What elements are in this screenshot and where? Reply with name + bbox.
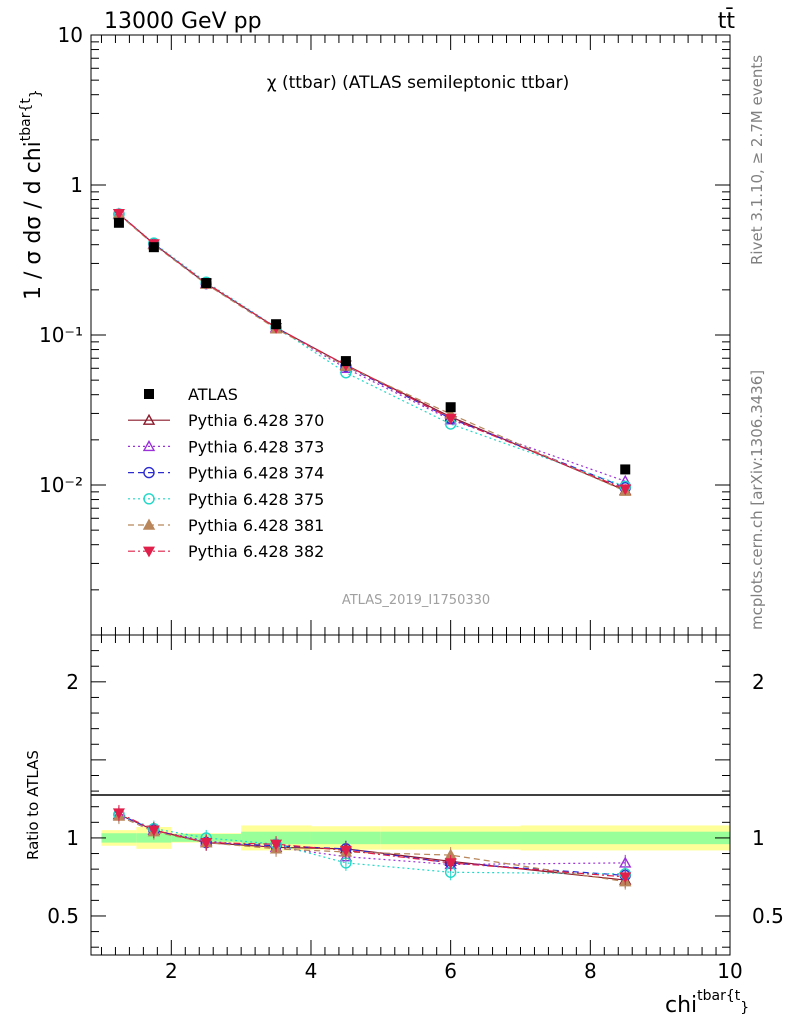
x-tick-label: 4 bbox=[305, 959, 318, 983]
data-point bbox=[445, 402, 456, 413]
ratio-y-label: Ratio to ATLAS bbox=[24, 750, 42, 860]
data-point bbox=[113, 217, 124, 228]
legend-marker bbox=[142, 546, 156, 558]
legend-label: Pythia 6.428 381 bbox=[188, 516, 324, 535]
legend-label: Pythia 6.428 373 bbox=[188, 437, 324, 456]
main-panel: χ (ttbar) (ATLAS semileptonic ttbar) ATL… bbox=[18, 23, 731, 636]
x-axis: 2 4 6 8 10 bbox=[100, 635, 743, 983]
data-point bbox=[620, 464, 631, 475]
y-tick-label: 10⁻¹ bbox=[39, 323, 83, 347]
x-tick-label: 2 bbox=[165, 959, 178, 983]
legend-label: Pythia 6.428 374 bbox=[188, 464, 324, 483]
ratio-point bbox=[200, 838, 213, 849]
legend-marker bbox=[143, 466, 155, 479]
mcplots-label: mcplots.cern.ch [arXiv:1306.3436] bbox=[748, 370, 766, 630]
series-point bbox=[619, 484, 632, 496]
process-label: tt̄ bbox=[718, 8, 736, 34]
chart-title: χ (ttbar) (ATLAS semileptonic ttbar) bbox=[267, 73, 569, 93]
main-x-ticks bbox=[100, 35, 731, 635]
legend-marker bbox=[143, 493, 155, 505]
legend-label: Pythia 6.428 382 bbox=[188, 542, 324, 561]
legend-marker bbox=[142, 518, 156, 530]
legend-label: ATLAS bbox=[188, 385, 238, 404]
series-point bbox=[112, 208, 125, 220]
stat-uncertainty-band bbox=[101, 833, 137, 843]
legend-marker bbox=[142, 413, 156, 425]
main-y-axis: 10 1 10⁻¹ 10⁻² bbox=[39, 23, 730, 636]
legend-label: Pythia 6.428 375 bbox=[188, 490, 324, 509]
y-tick-label: 10 bbox=[58, 23, 83, 47]
series-point bbox=[444, 413, 457, 425]
ratio-panel: 2 2 1 1 0.5 0.5 2 4 6 8 10 Ratio to ATLAS chitbar… bbox=[24, 634, 784, 1018]
ratio-point bbox=[147, 825, 160, 837]
rivet-label: Rivet 3.1.10, ≥ 2.7M events bbox=[748, 55, 766, 265]
y-axis-label: 1 / σ dσ / d chitbar{t} bbox=[18, 89, 46, 300]
legend-label: Pythia 6.428 370 bbox=[188, 411, 324, 430]
data-point bbox=[340, 356, 351, 367]
data-point bbox=[201, 278, 212, 289]
ratio-tick-label: 0.5 bbox=[47, 904, 79, 928]
ratio-frame bbox=[90, 634, 731, 956]
legend: ATLAS Pythia 6.428 370 Pythia 6.428 373 Pyt… bbox=[128, 385, 324, 561]
ratio-tick-label-right: 2 bbox=[752, 670, 765, 694]
stat-uncertainty-band bbox=[310, 831, 381, 845]
ratio-tick-label-right: 0.5 bbox=[752, 904, 784, 928]
stat-uncertainty-band bbox=[520, 831, 730, 845]
ratio-tick-label: 1 bbox=[66, 826, 79, 850]
stat-uncertainty-band bbox=[380, 831, 521, 845]
ratio-point bbox=[112, 808, 125, 820]
legend-marker bbox=[142, 439, 156, 452]
ratio-tick-label: 2 bbox=[66, 670, 79, 694]
x-tick-label: 8 bbox=[584, 959, 597, 983]
ratio-tick-label-right: 1 bbox=[752, 826, 765, 850]
x-tick-label: 10 bbox=[717, 959, 742, 983]
ratio-point bbox=[444, 858, 457, 870]
data-point bbox=[148, 242, 159, 253]
y-tick-label: 1 bbox=[70, 173, 83, 197]
legend-marker bbox=[144, 389, 154, 399]
main-frame bbox=[90, 34, 731, 636]
energy-label: 13000 GeV pp bbox=[104, 9, 262, 34]
y-tick-label: 10⁻² bbox=[39, 473, 83, 497]
ratio-point bbox=[619, 872, 632, 884]
x-tick-label: 6 bbox=[444, 959, 457, 983]
x-axis-label: chitbar{t} bbox=[665, 988, 749, 1018]
analysis-label: ATLAS_2019_I1750330 bbox=[342, 593, 490, 608]
data-point bbox=[271, 319, 282, 330]
ratio-y-axis: 2 2 1 1 0.5 0.5 bbox=[47, 634, 784, 948]
ratio-point bbox=[270, 839, 283, 851]
ratio-point bbox=[339, 845, 352, 857]
